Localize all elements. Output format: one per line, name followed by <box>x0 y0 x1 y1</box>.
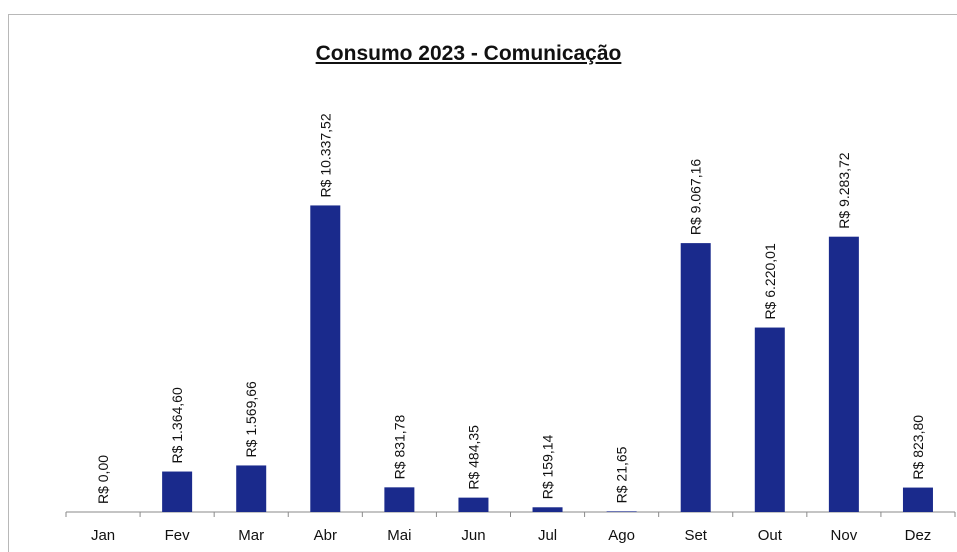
x-tick-label-jul: Jul <box>538 527 557 544</box>
data-labels-group: R$ 0,00 R$ 1.364,60 R$ 1.569,66 R$ 10.337,5… <box>95 113 926 504</box>
bar-out <box>754 327 785 512</box>
chart-frame <box>8 14 957 552</box>
chart-title: Consumo 2023 - Comunicação <box>315 42 622 65</box>
data-label-set: R$ 9.067,16 <box>688 159 704 235</box>
x-tick-label-fev: Fev <box>165 527 191 544</box>
data-label-mar: R$ 1.569,66 <box>243 381 259 457</box>
bar-fev <box>162 471 193 512</box>
x-tick-label-ago: Ago <box>608 527 635 544</box>
bar-dez <box>902 487 933 512</box>
x-tick-label-mar: Mar <box>238 527 264 544</box>
data-label-jul: R$ 159,14 <box>540 434 556 499</box>
x-tick-label-jun: Jun <box>461 527 485 544</box>
data-label-out: R$ 6.220,01 <box>762 243 778 319</box>
bar-jul <box>532 507 563 512</box>
x-tick-label-nov: Nov <box>831 527 858 544</box>
bar-set <box>680 243 711 512</box>
x-tick-label-set: Set <box>684 527 707 544</box>
x-tick-label-abr: Abr <box>314 527 337 544</box>
bars-group <box>162 205 933 512</box>
data-label-nov: R$ 9.283,72 <box>836 152 852 228</box>
bar-nov <box>828 236 859 512</box>
bar-mar <box>236 465 267 512</box>
x-tick-label-mai: Mai <box>387 527 411 544</box>
data-label-abr: R$ 10.337,52 <box>317 113 333 197</box>
data-label-jan: R$ 0,00 <box>95 455 111 504</box>
bar-mai <box>384 487 415 512</box>
x-axis-ticks <box>65 512 956 517</box>
bar-jun <box>458 497 489 512</box>
bar-abr <box>310 205 341 512</box>
x-tick-label-dez: Dez <box>905 527 932 544</box>
x-tick-labels-group: Jan Fev Mar Abr Mai Jun Jul Ago Set Out Nov Dez <box>91 527 931 544</box>
x-tick-label-jan: Jan <box>91 527 115 544</box>
data-label-mai: R$ 831,78 <box>391 415 407 480</box>
data-label-dez: R$ 823,80 <box>910 415 926 480</box>
data-label-ago: R$ 21,65 <box>614 446 630 503</box>
data-label-fev: R$ 1.364,60 <box>169 387 185 463</box>
bar-ago <box>606 511 637 512</box>
data-label-jun: R$ 484,35 <box>465 425 481 490</box>
x-tick-label-out: Out <box>758 527 783 544</box>
